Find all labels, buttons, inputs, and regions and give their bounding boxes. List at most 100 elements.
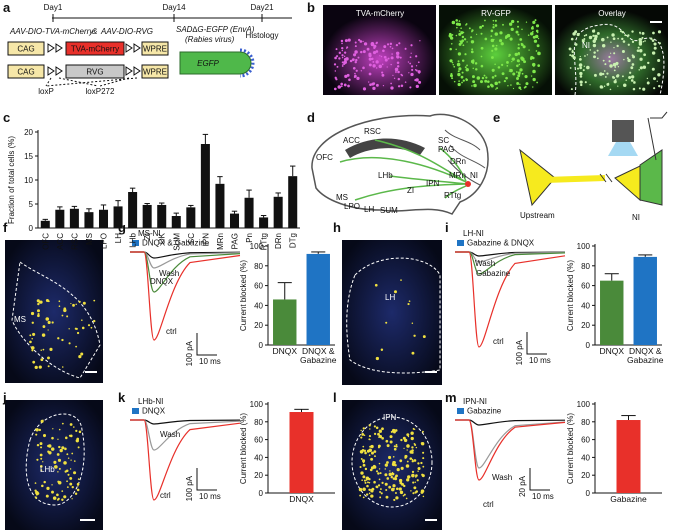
cell-dot bbox=[458, 80, 460, 83]
cell-dot bbox=[537, 51, 539, 53]
cell-dot bbox=[74, 492, 78, 496]
trace-label: Gabazine bbox=[476, 269, 511, 278]
cell-dot bbox=[411, 470, 415, 474]
cell-dot bbox=[393, 447, 397, 451]
cell-dot bbox=[368, 72, 372, 76]
cell-dot bbox=[392, 430, 396, 434]
cell-dot bbox=[87, 324, 91, 327]
x-tick-label: Pn bbox=[245, 233, 254, 243]
panel-label: d bbox=[307, 110, 315, 125]
cell-dot bbox=[390, 56, 394, 60]
cell-dot bbox=[338, 57, 341, 60]
region-label: ACC bbox=[343, 136, 360, 145]
cell-dot bbox=[579, 75, 583, 78]
cell-dot bbox=[517, 33, 520, 36]
panel-label: l bbox=[333, 390, 337, 405]
cell-dot bbox=[397, 70, 400, 74]
cell-dot bbox=[378, 434, 383, 439]
cell-dot bbox=[491, 56, 494, 59]
image-title: RV-GFP bbox=[481, 9, 511, 18]
cell-dot bbox=[335, 78, 338, 81]
y-tick-label: 80 bbox=[254, 418, 263, 427]
cell-dot bbox=[574, 43, 578, 46]
cell-dot bbox=[337, 85, 342, 89]
cell-dot bbox=[58, 305, 61, 308]
cell-dot bbox=[414, 481, 417, 483]
cell-dot bbox=[508, 70, 511, 72]
panel-label: k bbox=[118, 390, 126, 405]
cell-dot bbox=[348, 78, 351, 82]
cell-dot bbox=[535, 29, 539, 33]
cell-dot bbox=[411, 458, 414, 461]
cell-dot bbox=[354, 50, 358, 54]
cell-dot bbox=[410, 52, 412, 54]
cell-dot bbox=[378, 64, 382, 69]
cell-dot bbox=[596, 32, 600, 35]
cell-dot bbox=[490, 35, 493, 37]
cell-dot bbox=[613, 69, 616, 72]
cell-dot bbox=[415, 78, 419, 82]
cell-dot bbox=[652, 77, 657, 81]
cell-dot bbox=[381, 481, 384, 484]
cell-dot bbox=[518, 63, 521, 66]
x-tick-label: DK bbox=[158, 232, 167, 244]
cell-dot bbox=[39, 300, 43, 304]
cell-dot bbox=[375, 426, 379, 430]
cell-dot bbox=[371, 57, 374, 61]
cell-dot bbox=[458, 20, 461, 22]
cell-dot bbox=[494, 32, 499, 36]
cell-dot bbox=[410, 431, 414, 435]
cell-dot bbox=[627, 34, 630, 37]
cell-dot bbox=[642, 40, 645, 43]
cell-dot bbox=[386, 43, 390, 46]
cell-dot bbox=[528, 49, 530, 51]
cell-dot bbox=[368, 63, 372, 67]
cell-dot bbox=[395, 487, 399, 491]
cell-dot bbox=[521, 72, 524, 75]
cell-dot bbox=[628, 75, 632, 80]
cell-dot bbox=[624, 34, 627, 37]
cell-dot bbox=[462, 79, 465, 82]
y-tick-label: 10 bbox=[24, 176, 33, 185]
cell-dot bbox=[368, 477, 371, 481]
x-tick-label: DNQX bbox=[289, 495, 314, 504]
cell-dot bbox=[589, 49, 592, 51]
cell-dot bbox=[453, 65, 456, 68]
cell-dot bbox=[602, 59, 605, 62]
cell-dot bbox=[520, 43, 524, 47]
panel-label: e bbox=[493, 110, 500, 125]
cell-dot bbox=[361, 449, 365, 452]
drug-bar bbox=[132, 408, 139, 414]
cell-dot bbox=[92, 319, 96, 323]
cell-dot bbox=[63, 308, 67, 313]
cell-dot bbox=[604, 76, 607, 78]
cell-dot bbox=[491, 85, 494, 88]
cell-dot bbox=[608, 55, 611, 59]
cell-dot bbox=[403, 447, 405, 450]
cell-dot bbox=[487, 85, 490, 88]
cell-dot bbox=[375, 470, 379, 473]
y-axis-label: Current blocked (%) bbox=[566, 413, 575, 484]
cell-dot bbox=[67, 457, 70, 459]
cell-dot bbox=[461, 71, 464, 74]
cell-dot bbox=[392, 484, 396, 488]
brain-diagram bbox=[311, 113, 489, 215]
cell-dot bbox=[375, 83, 379, 87]
cell-dot bbox=[619, 30, 623, 33]
cell-dot bbox=[416, 479, 419, 482]
cell-dot bbox=[523, 86, 526, 89]
cell-dot bbox=[47, 444, 50, 448]
cell-dot bbox=[492, 23, 495, 26]
x-tick-label: ACC bbox=[56, 233, 65, 250]
cell-dot bbox=[344, 39, 348, 43]
cell-dot bbox=[411, 474, 415, 478]
cell-dot bbox=[375, 60, 379, 64]
x-tick-label: DNQX bbox=[599, 347, 625, 356]
cell-dot bbox=[54, 465, 58, 469]
cell-dot bbox=[639, 31, 641, 34]
cell-dot bbox=[41, 484, 44, 488]
cell-dot bbox=[581, 39, 585, 43]
cell-dot bbox=[603, 85, 606, 87]
y-tick-label: 20 bbox=[581, 471, 590, 480]
region-label: MS bbox=[336, 193, 348, 202]
